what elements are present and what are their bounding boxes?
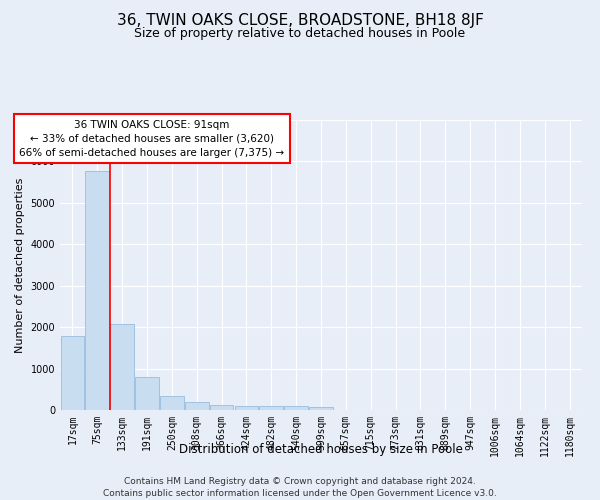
Bar xyxy=(135,377,159,410)
Text: Size of property relative to detached houses in Poole: Size of property relative to detached ho… xyxy=(134,28,466,40)
Bar xyxy=(309,407,333,410)
Bar xyxy=(160,396,184,410)
Bar xyxy=(210,404,233,410)
Bar xyxy=(110,324,134,410)
Bar xyxy=(185,402,209,410)
Bar xyxy=(284,406,308,410)
Bar xyxy=(61,336,84,410)
Bar xyxy=(85,170,109,410)
Y-axis label: Number of detached properties: Number of detached properties xyxy=(15,178,25,352)
Bar xyxy=(259,406,283,410)
Text: Distribution of detached houses by size in Poole: Distribution of detached houses by size … xyxy=(179,442,463,456)
Text: 36, TWIN OAKS CLOSE, BROADSTONE, BH18 8JF: 36, TWIN OAKS CLOSE, BROADSTONE, BH18 8J… xyxy=(116,12,484,28)
Text: 36 TWIN OAKS CLOSE: 91sqm
← 33% of detached houses are smaller (3,620)
66% of se: 36 TWIN OAKS CLOSE: 91sqm ← 33% of detac… xyxy=(19,120,284,158)
Bar xyxy=(235,406,258,410)
Text: Contains HM Land Registry data © Crown copyright and database right 2024.
Contai: Contains HM Land Registry data © Crown c… xyxy=(103,476,497,498)
